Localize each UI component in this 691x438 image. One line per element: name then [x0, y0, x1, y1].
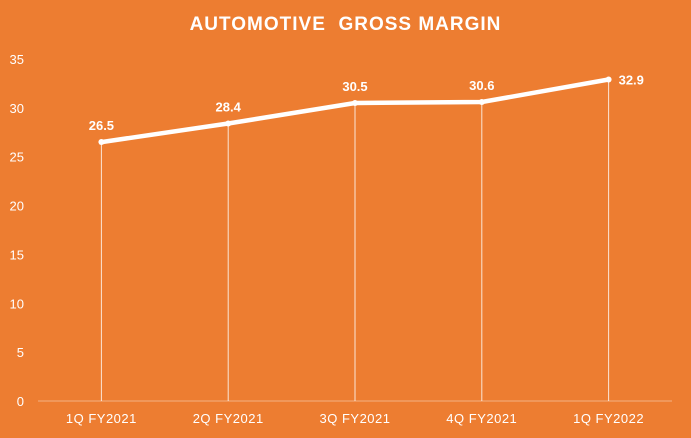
data-point [225, 120, 232, 127]
x-tick-label: 1Q FY2021 [66, 411, 137, 426]
data-label: 26.5 [89, 118, 114, 133]
x-tick-label: 3Q FY2021 [320, 411, 391, 426]
y-tick-label: 30 [10, 101, 24, 116]
x-tick-label: 1Q FY2022 [573, 411, 644, 426]
data-labels: 26.5 28.4 30.5 30.6 32.9 [89, 73, 644, 134]
data-label: 30.5 [342, 79, 367, 94]
data-label: 30.6 [469, 78, 494, 93]
x-tick-label: 4Q FY2021 [446, 411, 517, 426]
chart-title: AUTOMOTIVE GROSS MARGIN [189, 14, 502, 35]
data-points [98, 76, 612, 146]
x-tick-label: 2Q FY2021 [193, 411, 264, 426]
x-axis-ticks: 1Q FY2021 2Q FY2021 3Q FY2021 4Q FY2021 1Q F… [66, 411, 644, 426]
drop-lines [100, 79, 610, 401]
y-tick-label: 15 [10, 247, 24, 262]
y-tick-label: 35 [10, 52, 24, 67]
y-axis-ticks: 0 5 10 15 20 25 30 35 [10, 52, 24, 409]
y-tick-label: 5 [17, 345, 24, 360]
y-tick-label: 0 [17, 394, 24, 409]
y-tick-label: 25 [10, 150, 24, 165]
data-point [98, 139, 105, 146]
data-label: 28.4 [216, 99, 242, 114]
data-point [478, 98, 485, 105]
data-point [605, 76, 612, 83]
y-tick-label: 10 [10, 296, 24, 311]
data-label: 32.9 [619, 73, 644, 88]
data-point [352, 99, 358, 106]
y-tick-label: 20 [10, 199, 24, 214]
